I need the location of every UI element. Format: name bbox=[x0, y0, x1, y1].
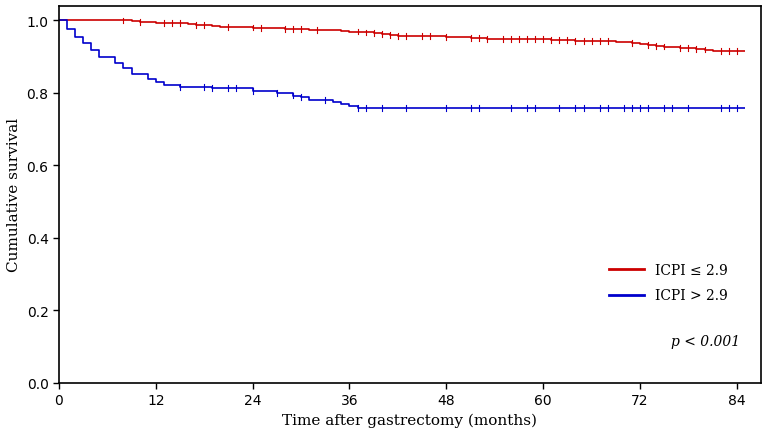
Legend: ICPI ≤ 2.9, ICPI > 2.9: ICPI ≤ 2.9, ICPI > 2.9 bbox=[604, 258, 733, 308]
X-axis label: Time after gastrectomy (months): Time after gastrectomy (months) bbox=[283, 413, 538, 427]
Y-axis label: Cumulative survival: Cumulative survival bbox=[7, 118, 21, 272]
Text: p < 0.001: p < 0.001 bbox=[671, 334, 740, 348]
